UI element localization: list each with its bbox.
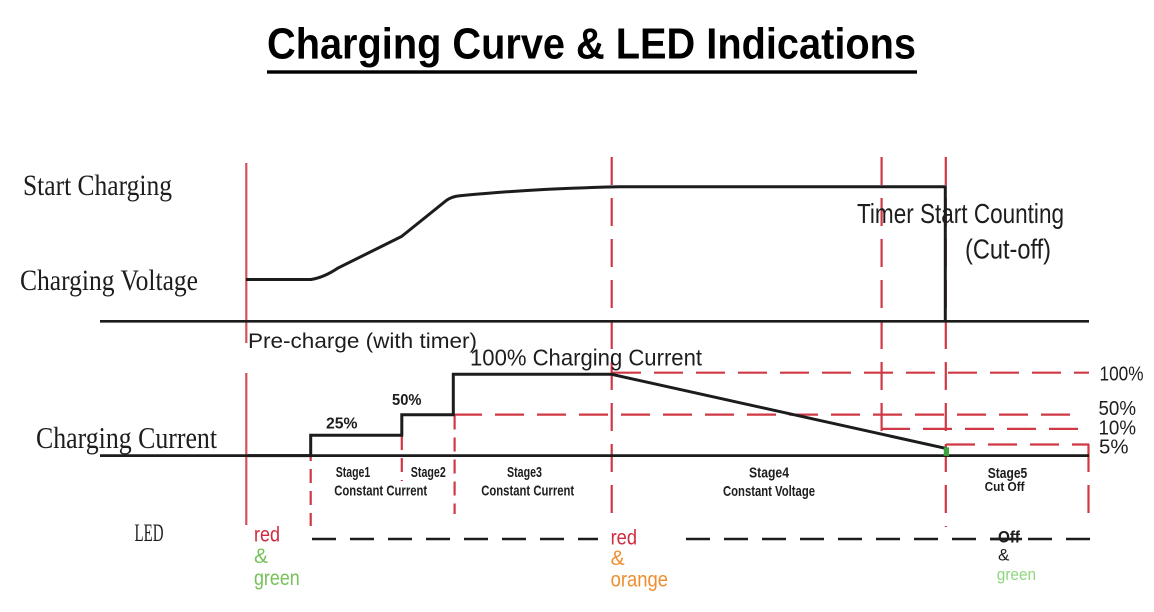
svg-text:Start Charging: Start Charging bbox=[23, 169, 172, 202]
svg-text:Stage2: Stage2 bbox=[411, 464, 446, 481]
svg-text:&: & bbox=[611, 547, 625, 570]
svg-text:orange: orange bbox=[611, 569, 668, 592]
svg-text:&: & bbox=[254, 545, 268, 568]
svg-text:50%: 50% bbox=[1099, 398, 1137, 420]
svg-text:Cut Off: Cut Off bbox=[985, 479, 1026, 494]
svg-text:red: red bbox=[254, 524, 280, 547]
svg-text:green: green bbox=[997, 565, 1036, 584]
svg-text:25%: 25% bbox=[326, 416, 358, 433]
svg-text:Pre-charge (with timer): Pre-charge (with timer) bbox=[248, 330, 477, 353]
svg-text:100%: 100% bbox=[1100, 364, 1144, 386]
svg-text:Stage1: Stage1 bbox=[336, 464, 371, 481]
svg-text:50%: 50% bbox=[392, 392, 422, 409]
svg-text:Charging Current: Charging Current bbox=[36, 420, 217, 455]
svg-text:Charging Curve & LED Indicatio: Charging Curve & LED Indications bbox=[267, 20, 916, 69]
svg-text:&: & bbox=[998, 545, 1010, 564]
svg-text:Stage3: Stage3 bbox=[507, 464, 542, 481]
svg-text:Stage4: Stage4 bbox=[749, 465, 790, 482]
svg-text:Stage5: Stage5 bbox=[988, 465, 1028, 482]
svg-text:LED: LED bbox=[135, 520, 164, 547]
svg-text:(Cut-off): (Cut-off) bbox=[965, 234, 1051, 265]
svg-text:100% Charging Current: 100% Charging Current bbox=[470, 345, 702, 371]
svg-text:Constant Current: Constant Current bbox=[481, 483, 574, 500]
svg-text:Timer Start Counting: Timer Start Counting bbox=[857, 198, 1064, 229]
svg-text:Constant Current: Constant Current bbox=[334, 483, 427, 500]
svg-text:5%: 5% bbox=[1099, 437, 1129, 459]
svg-text:green: green bbox=[254, 567, 300, 590]
svg-text:Constant Voltage: Constant Voltage bbox=[723, 483, 815, 500]
svg-text:Charging Voltage: Charging Voltage bbox=[20, 264, 198, 297]
svg-text:Off: Off bbox=[998, 528, 1020, 547]
svg-text:10%: 10% bbox=[1099, 417, 1137, 439]
svg-text:red: red bbox=[611, 527, 637, 550]
